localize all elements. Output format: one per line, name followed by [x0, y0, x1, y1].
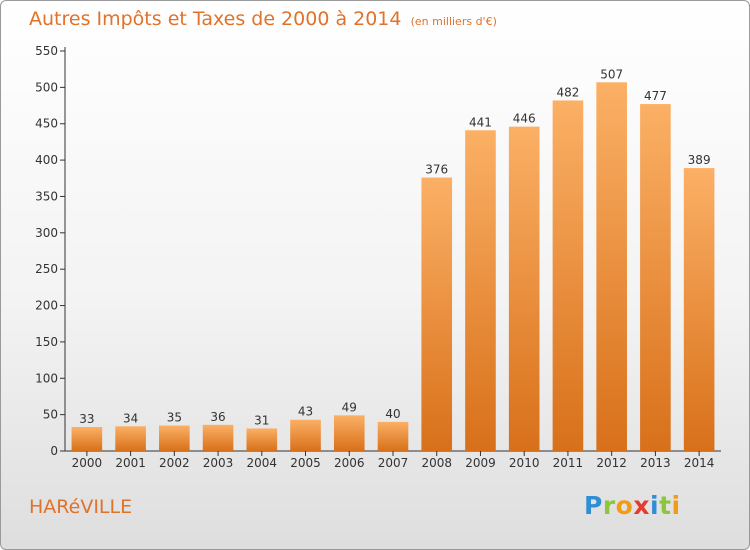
logo-letter: i	[671, 491, 681, 520]
logo-letter: i	[650, 491, 660, 520]
bar-value-label: 31	[254, 413, 269, 427]
bar-value-label: 376	[425, 163, 448, 177]
bar-value-label: 36	[210, 410, 225, 424]
bar	[377, 421, 409, 451]
bar-value-label: 40	[385, 407, 400, 421]
x-tick-label: 2013	[640, 456, 671, 470]
x-tick-label: 2003	[203, 456, 234, 470]
bar	[246, 428, 278, 451]
y-tick-label: 100	[35, 371, 58, 385]
bar-value-label: 35	[167, 411, 182, 425]
bar	[202, 424, 234, 451]
chart-title: Autres Impôts et Taxes de 2000 à 2014 (e…	[29, 8, 497, 30]
y-tick-label: 50	[43, 408, 58, 422]
bar	[290, 419, 321, 451]
bar	[640, 104, 671, 451]
x-tick-label: 2008	[421, 456, 452, 470]
bar	[115, 426, 146, 451]
y-tick-label: 300	[35, 226, 58, 240]
logo-letter: o	[615, 491, 634, 520]
x-tick-label: 2011	[553, 456, 584, 470]
logo-letter: r	[602, 491, 616, 520]
logo-letter: x	[633, 491, 650, 520]
bar-value-label: 477	[644, 89, 667, 103]
x-tick-label: 2009	[465, 456, 496, 470]
bar	[333, 415, 365, 451]
proxiti-logo: Proxiti	[584, 491, 681, 520]
y-tick-label: 0	[50, 444, 58, 458]
y-tick-label: 550	[35, 44, 58, 58]
x-tick-label: 2002	[159, 456, 190, 470]
y-tick-label: 250	[35, 262, 58, 276]
x-tick-label: 2000	[72, 456, 103, 470]
bar-value-label: 33	[79, 412, 94, 426]
logo-letter: P	[584, 491, 603, 520]
y-tick-label: 150	[35, 335, 58, 349]
bar	[508, 126, 540, 452]
bar	[683, 168, 715, 451]
bar	[596, 82, 627, 451]
y-tick-label: 200	[35, 299, 58, 313]
bar	[465, 130, 496, 452]
bar-value-label: 34	[123, 411, 138, 425]
bar-value-label: 482	[556, 85, 579, 99]
logo-letter: t	[659, 491, 672, 520]
x-tick-label: 2004	[247, 456, 278, 470]
bar-series: 33 34 35 36 31 43 49 40 376 441 446 482 507 477 389	[71, 67, 715, 452]
x-tick-label: 2001	[115, 456, 146, 470]
bar	[71, 427, 103, 451]
bar-value-label: 389	[688, 153, 711, 167]
x-tick-label: 2014	[684, 456, 715, 470]
x-tick-label: 2012	[596, 456, 627, 470]
chart-unit: (en milliers d'€)	[410, 15, 497, 28]
x-tick-label: 2005	[290, 456, 321, 470]
y-tick-label: 450	[35, 117, 58, 131]
x-tick-label: 2010	[509, 456, 540, 470]
bar-value-label: 441	[469, 115, 492, 129]
y-tick-label: 500	[35, 80, 58, 94]
x-tick-label: 2006	[334, 456, 365, 470]
bar-value-label: 446	[513, 112, 536, 126]
y-axis: 0 50 100 150 200 250 300 350 400 450 500 550	[35, 44, 66, 458]
bar-value-label: 49	[342, 400, 357, 414]
bar	[552, 100, 584, 452]
x-axis: 2000 2001 2002 2003 2004 2005 2006 2007 2008 2009…	[65, 450, 721, 470]
bar	[421, 177, 453, 451]
bar-value-label: 507	[600, 67, 623, 81]
bar-value-label: 43	[298, 405, 313, 419]
chart-title-text: Autres Impôts et Taxes de 2000 à 2014	[29, 8, 402, 30]
commune-name: HARéVILLE	[29, 496, 133, 518]
y-tick-label: 350	[35, 189, 58, 203]
y-tick-label: 400	[35, 153, 58, 167]
bar	[159, 425, 190, 451]
x-tick-label: 2007	[378, 456, 409, 470]
